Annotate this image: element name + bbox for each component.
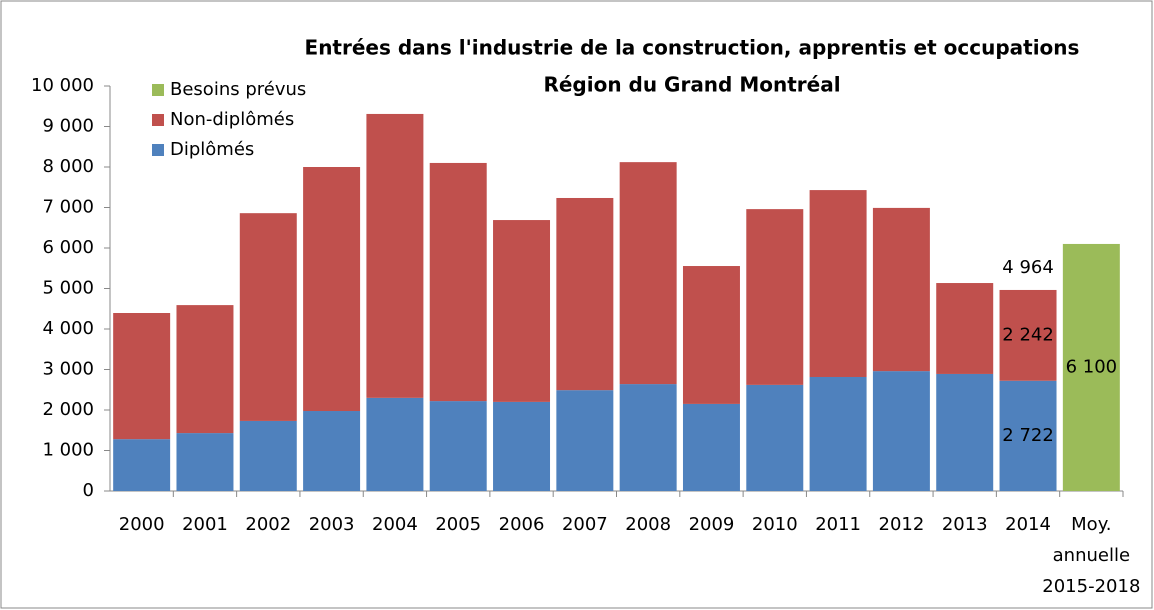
x-tick-label: 2004 — [372, 514, 418, 535]
bar-segment — [176, 433, 234, 491]
legend-swatch — [152, 144, 164, 156]
bar-segment — [366, 397, 424, 491]
x-tick-label: 2001 — [182, 514, 228, 535]
bar-segment — [872, 207, 930, 372]
x-tick-label: 2009 — [689, 514, 735, 535]
value-label: 6 100 — [1066, 356, 1118, 377]
x-tick-label: 2003 — [309, 514, 355, 535]
bar-segment — [746, 384, 804, 491]
y-tick-label: 5 000 — [42, 278, 94, 299]
x-tick-label: 2007 — [562, 514, 608, 535]
bar-segment — [556, 390, 614, 491]
y-tick-label: 10 000 — [31, 75, 94, 96]
bar-segment — [303, 411, 361, 491]
legend-swatch — [152, 114, 164, 126]
x-tick-label: 2012 — [879, 514, 925, 535]
annotation: 4 964 — [1002, 257, 1054, 278]
x-tick-label: 2010 — [752, 514, 798, 535]
bar-segment — [936, 283, 994, 374]
bar-segment — [999, 289, 1057, 381]
bar-segment — [619, 162, 677, 385]
bar-segment — [239, 420, 297, 491]
x-tick-label: 2008 — [625, 514, 671, 535]
y-tick-label: 8 000 — [42, 156, 94, 177]
y-tick-label: 4 000 — [42, 318, 94, 339]
bar-segment — [239, 213, 297, 421]
bar-segment — [113, 439, 171, 491]
x-tick-label: 2011 — [815, 514, 861, 535]
value-label: 2 242 — [1002, 324, 1054, 345]
bar-segment — [556, 197, 614, 391]
y-tick-label: 1 000 — [42, 440, 94, 461]
x-tick-label: 2002 — [245, 514, 291, 535]
bar-segment — [493, 401, 551, 491]
bar-segment — [809, 376, 867, 491]
x-tick-label: Moy. annuelle 2015-2018 — [1042, 514, 1140, 597]
y-tick-label: 0 — [83, 480, 94, 501]
bar-segment — [682, 266, 740, 404]
x-tick-label: 2013 — [942, 514, 988, 535]
legend-swatch — [152, 84, 164, 96]
x-tick-label: 2014 — [1005, 514, 1051, 535]
chart-title: Entrées dans l'industrie de la construct… — [305, 36, 1080, 60]
y-tick-label: 3 000 — [42, 359, 94, 380]
bar-segment — [809, 190, 867, 377]
bar-segment — [176, 305, 234, 434]
bar-segment — [1062, 243, 1120, 491]
bar-segment — [682, 403, 740, 491]
bar-segment — [429, 401, 487, 491]
value-label: 2 722 — [1002, 425, 1054, 446]
bar-segment — [113, 313, 171, 440]
y-tick-label: 9 000 — [42, 116, 94, 137]
chart-subtitle: Région du Grand Montréal — [543, 73, 840, 97]
x-tick-label: 2005 — [435, 514, 481, 535]
x-tick-label: 2000 — [119, 514, 165, 535]
x-tick-label: 2006 — [499, 514, 545, 535]
bar-segment — [366, 113, 424, 398]
bar-segment — [619, 384, 677, 491]
bar-segment — [936, 373, 994, 491]
bar-segment — [493, 220, 551, 402]
legend-label: Besoins prévus — [170, 79, 306, 100]
legend-label: Diplômés — [170, 139, 254, 160]
legend-label: Non-diplômés — [170, 109, 294, 130]
bar-segment — [872, 371, 930, 491]
bar-segment — [746, 209, 804, 385]
bar-segment — [303, 167, 361, 412]
y-tick-label: 7 000 — [42, 197, 94, 218]
y-tick-label: 2 000 — [42, 399, 94, 420]
bar-segment — [999, 380, 1057, 491]
y-tick-label: 6 000 — [42, 237, 94, 258]
bar-segment — [429, 162, 487, 402]
